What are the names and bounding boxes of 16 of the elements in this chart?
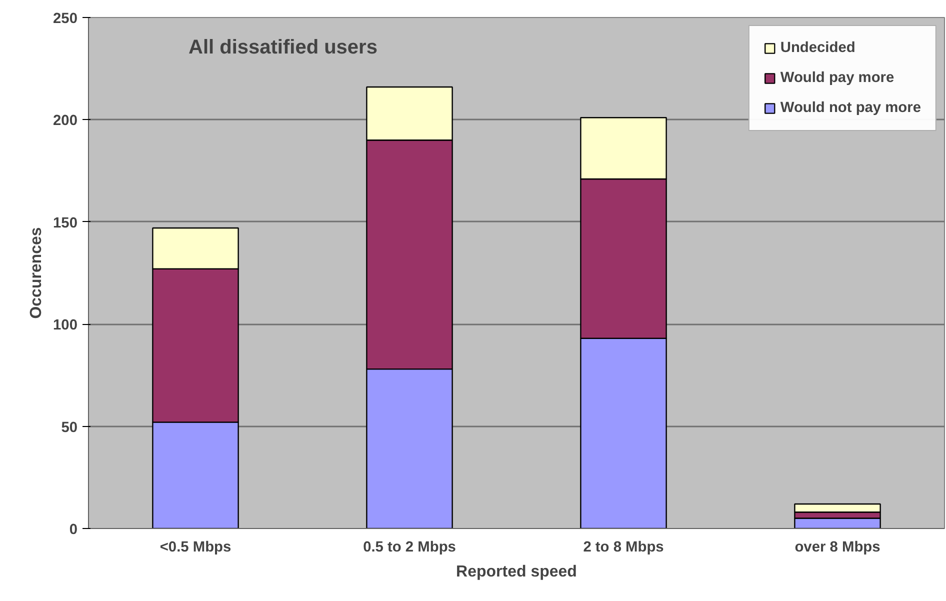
text: All dissatified users <box>188 36 378 58</box>
x-tick-label: 0.5 to 2 Mbps <box>363 540 456 556</box>
y-axis-title: Occurences <box>28 227 46 319</box>
x-axis-title: Reported speed <box>456 564 577 580</box>
legend-label: Would pay more <box>780 70 894 86</box>
legend-label: Undecided <box>780 40 856 56</box>
y-tick-label: 0 <box>69 522 78 538</box>
y-tick-label: 200 <box>53 113 78 130</box>
y-tick-label: 250 <box>53 11 78 27</box>
y-tick-label: 50 <box>61 420 78 436</box>
x-tick-label: <0.5 Mbps <box>160 540 232 556</box>
y-tick-label: 100 <box>53 318 78 334</box>
x-tick-label: 2 to 8 Mbps <box>583 540 664 556</box>
x-tick-label: over 8 Mbps <box>794 540 880 556</box>
y-tick-label: 150 <box>53 215 78 232</box>
legend-label: Would not pay more <box>780 100 921 116</box>
